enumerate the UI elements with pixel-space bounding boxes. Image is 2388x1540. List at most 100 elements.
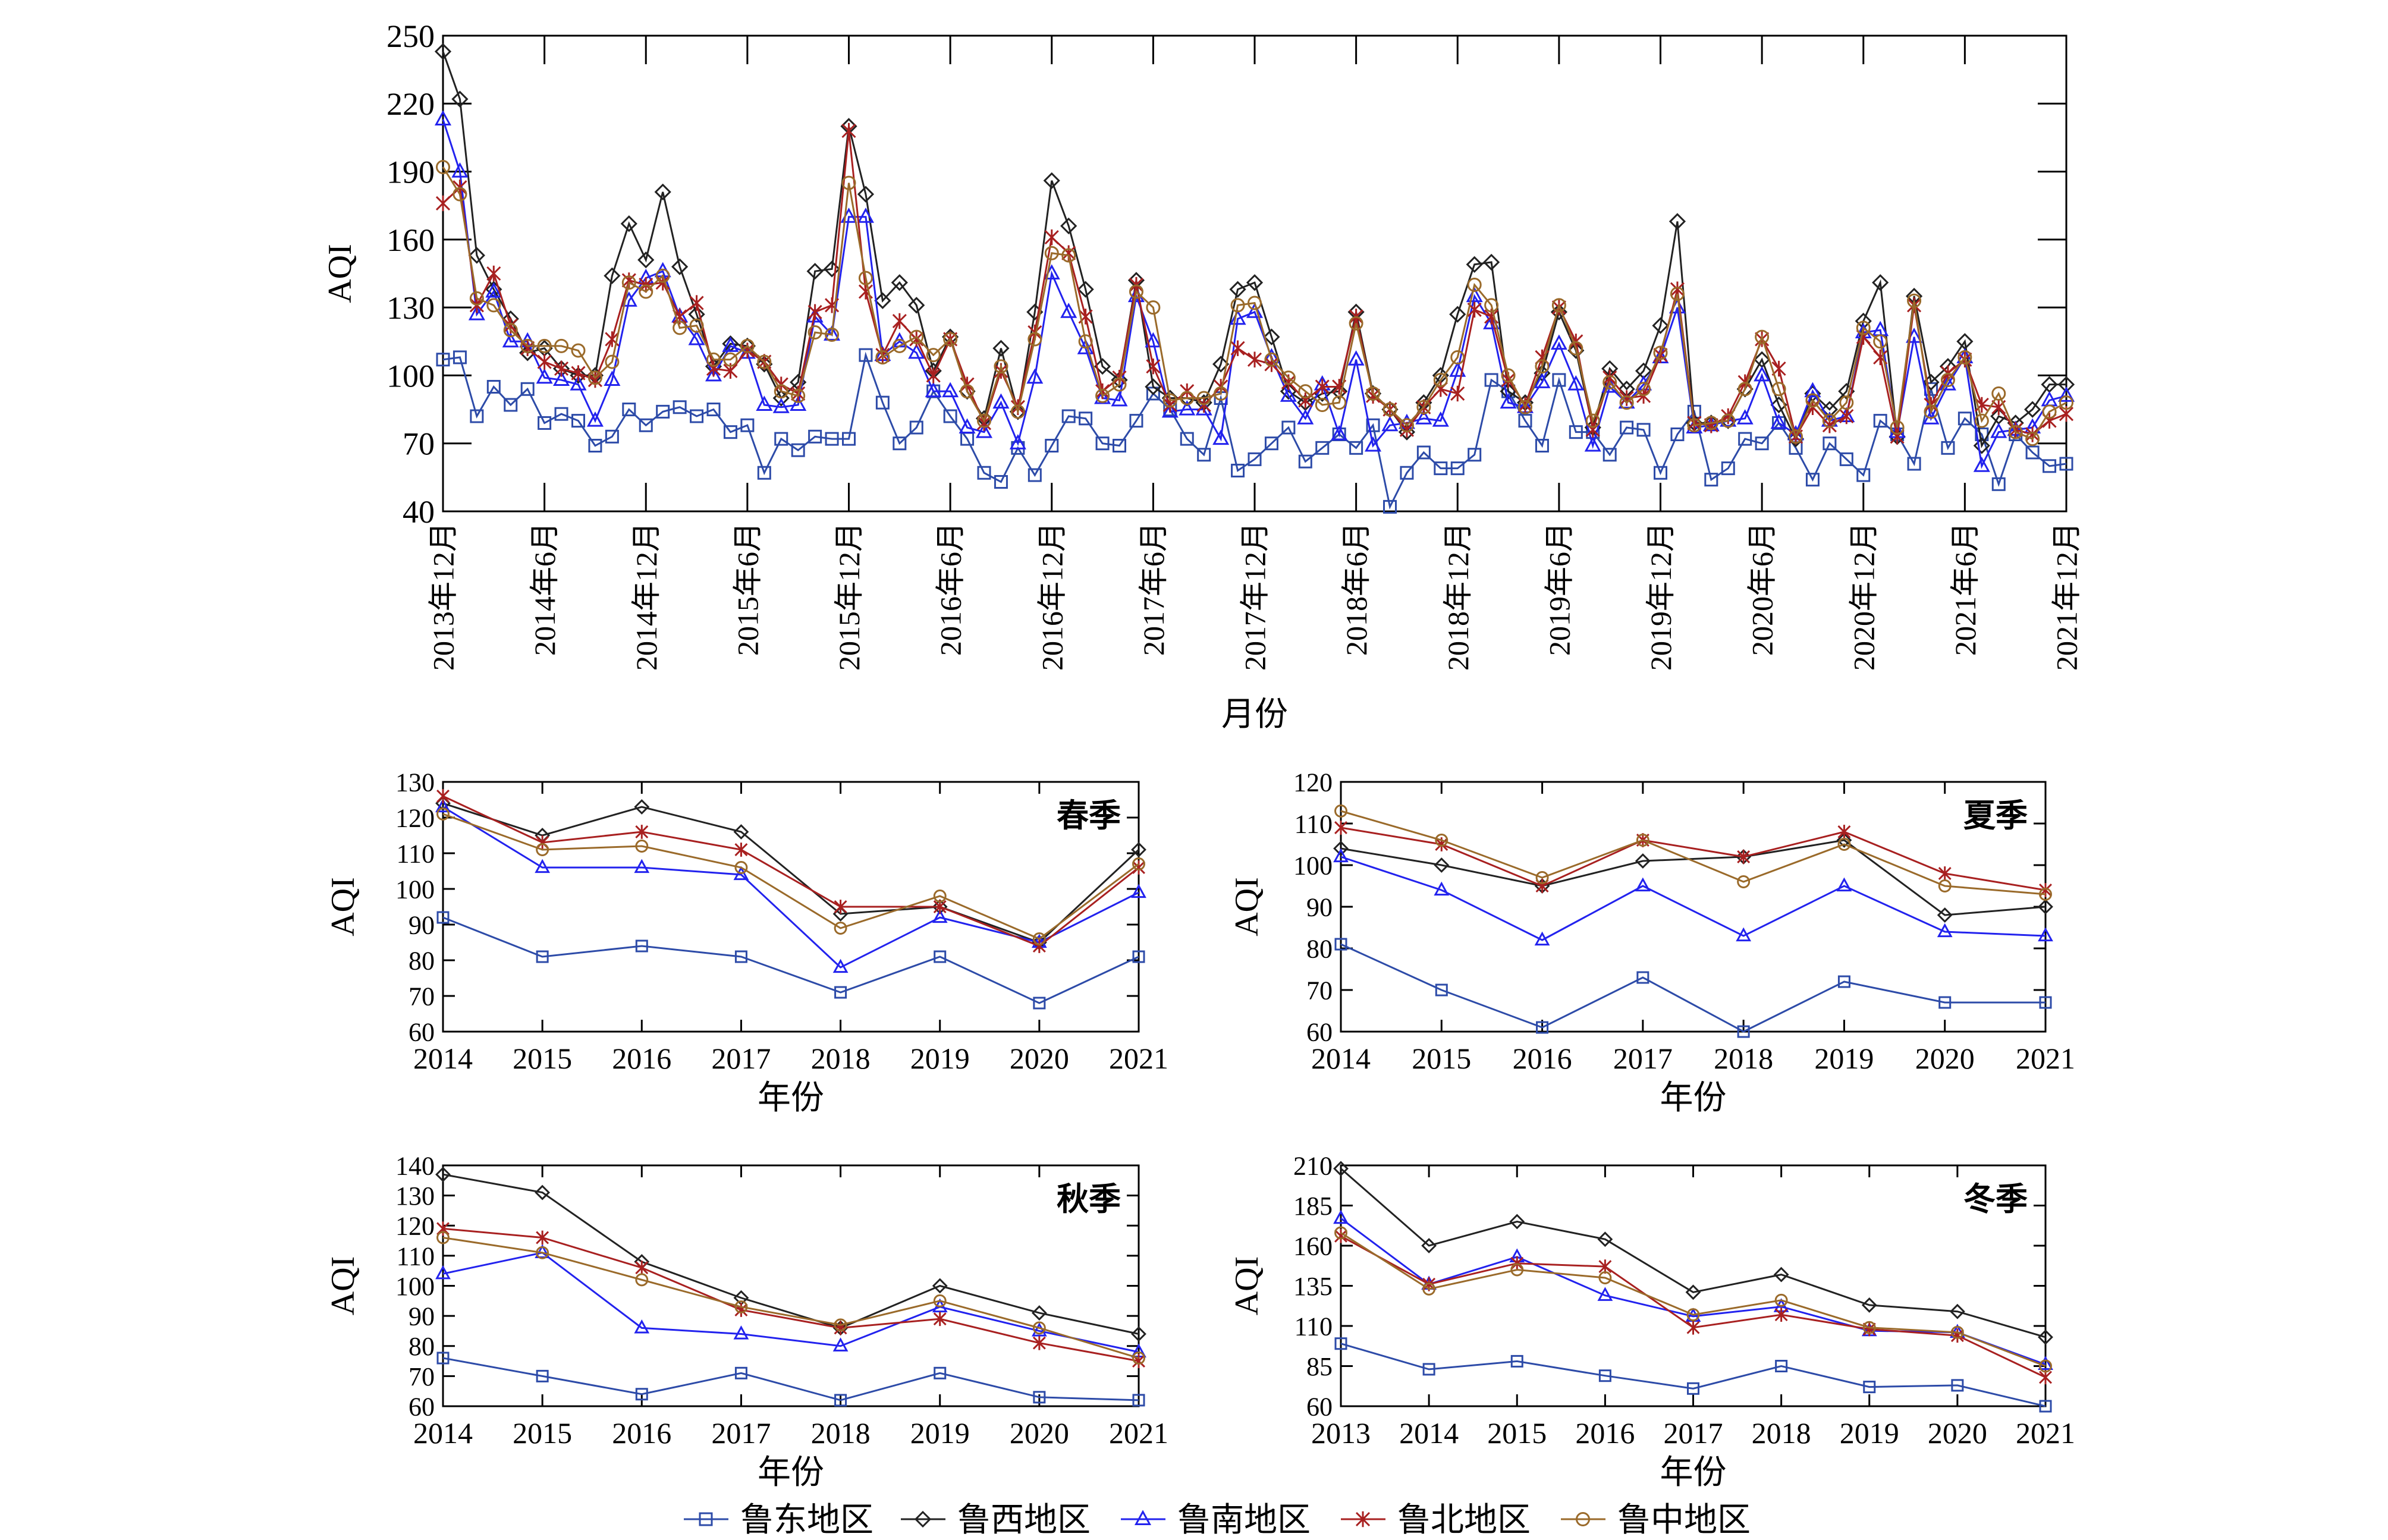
data-point <box>1856 320 1871 335</box>
data-point <box>470 409 484 423</box>
data-point <box>832 1337 849 1352</box>
data-point <box>892 338 907 353</box>
data-point <box>1669 213 1686 230</box>
data-point <box>791 388 806 403</box>
data-point <box>1450 350 1465 364</box>
data-point <box>1721 413 1736 428</box>
x-tick-label: 2015 <box>1487 1416 1547 1450</box>
data-point <box>486 298 501 313</box>
data-point <box>689 318 704 333</box>
x-tick-label: 2018年12月 <box>1441 522 1475 671</box>
data-point <box>1652 317 1669 334</box>
data-point <box>1044 246 1059 260</box>
data-point <box>1111 391 1128 407</box>
data-point <box>1399 418 1414 433</box>
data-point <box>436 1231 450 1244</box>
legend-label: 鲁南地区 <box>1177 1502 1311 1539</box>
panel-title: 夏季 <box>1963 798 2028 834</box>
y-tick-label: 135 <box>1293 1272 1333 1301</box>
data-point <box>1836 832 1852 848</box>
x-tick-label: 2019 <box>910 1042 970 1075</box>
data-point <box>1483 253 1500 271</box>
y-tick-label: 130 <box>387 290 435 326</box>
data-point <box>960 384 975 399</box>
data-point <box>1991 386 2006 401</box>
series-line <box>442 1173 1139 1335</box>
y-tick-label: 110 <box>1294 809 1333 838</box>
data-point <box>834 900 847 914</box>
y-tick-label: 80 <box>1306 934 1333 963</box>
series-鲁中地区 <box>436 1231 1145 1365</box>
data-point <box>1822 413 1837 428</box>
data-point <box>1466 287 1483 303</box>
legend-item: 鲁东地区 <box>684 1502 873 1539</box>
data-point <box>453 187 467 202</box>
data-point <box>503 323 518 338</box>
data-point <box>504 398 518 412</box>
data-point <box>1518 414 1532 428</box>
data-point <box>1129 284 1143 299</box>
data-point <box>2057 376 2075 393</box>
data-point <box>1949 1303 1965 1319</box>
data-point <box>1535 439 1549 453</box>
data-point <box>733 866 749 881</box>
data-point <box>834 1318 847 1332</box>
data-point <box>586 411 604 427</box>
data-point <box>875 350 890 364</box>
data-point <box>1435 983 1448 997</box>
data-point <box>1619 395 1634 410</box>
data-point <box>1449 362 1466 377</box>
x-tick-label: 2014 <box>413 1416 473 1450</box>
data-point <box>486 379 501 394</box>
data-point <box>554 407 568 421</box>
x-axis-label: 年份 <box>758 1080 824 1117</box>
data-point <box>1501 368 1516 383</box>
data-point <box>1161 402 1179 418</box>
data-point <box>1031 1305 1047 1321</box>
series-鲁北地区 <box>1334 821 2052 897</box>
data-point <box>825 327 840 342</box>
data-point <box>1973 437 1990 454</box>
data-point <box>734 950 747 963</box>
y-tick-label: 185 <box>1293 1192 1333 1221</box>
legend-label: 鲁北地区 <box>1397 1502 1531 1539</box>
x-tick-label: 2020 <box>1915 1042 1975 1075</box>
data-point <box>1938 879 1952 892</box>
data-point <box>2038 899 2053 914</box>
data-point <box>1230 298 1245 313</box>
series-line <box>442 119 2067 469</box>
data-point <box>637 252 655 269</box>
data-point <box>1365 436 1382 452</box>
y-tick-label: 100 <box>395 1272 435 1301</box>
data-point <box>2039 1359 2052 1373</box>
data-point <box>1805 473 1820 487</box>
x-tick-label: 2021年6月 <box>1949 522 1982 656</box>
series-line <box>442 795 1139 947</box>
x-tick-label: 2019 <box>910 1416 970 1450</box>
data-point <box>1872 274 1889 291</box>
data-point <box>2024 401 2041 418</box>
chart-spring: 60 70 80 90 100 110 120 130 2014 2015 2016 2017 2018… <box>325 768 1168 1117</box>
data-point <box>451 162 469 178</box>
data-point <box>1061 248 1076 263</box>
x-tick-label: 2018 <box>1714 1042 1773 1075</box>
data-point <box>1873 334 1888 349</box>
x-tick-label: 2020 <box>1010 1416 1069 1450</box>
data-point <box>1132 1394 1145 1407</box>
data-point <box>1415 409 1432 425</box>
y-axis-label: AQI <box>322 244 359 303</box>
data-point <box>1145 332 1162 348</box>
data-point <box>436 789 450 803</box>
data-point <box>1334 1228 1347 1243</box>
data-point <box>1247 351 1262 367</box>
data-point <box>1334 821 1347 835</box>
data-point <box>1636 423 1651 437</box>
data-point <box>1009 434 1026 450</box>
data-point <box>1937 923 1953 938</box>
data-point <box>723 352 738 367</box>
data-point <box>1131 1326 1146 1342</box>
y-tick-label: 120 <box>395 803 435 832</box>
x-tick-label: 2013 <box>1311 1416 1371 1450</box>
data-point <box>2039 888 2052 901</box>
